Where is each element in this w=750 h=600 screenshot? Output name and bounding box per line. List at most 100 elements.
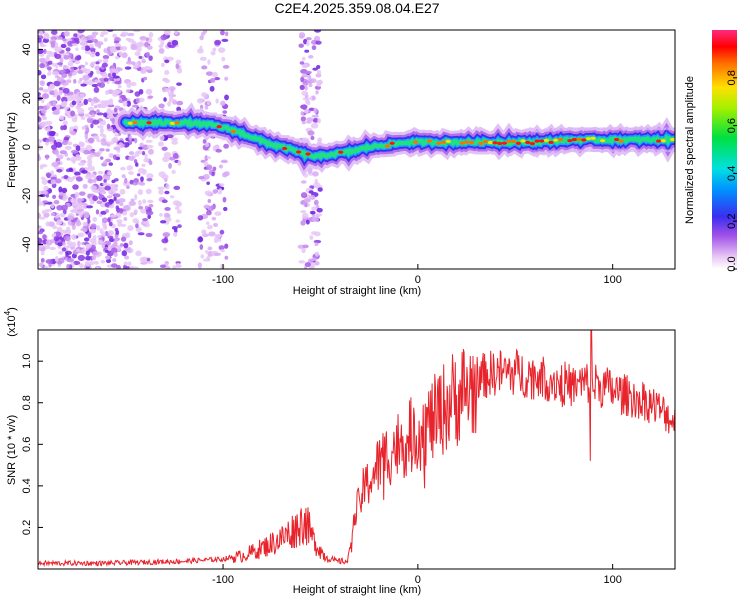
spectrogram-noise-cell <box>79 211 83 218</box>
spectrogram-noise-cell <box>101 62 108 68</box>
spectrogram-noise-cell <box>317 187 323 192</box>
spectrogram-noise-cell <box>164 190 170 195</box>
spectrogram-noise-cell <box>103 222 107 229</box>
spectrogram-noise-cell <box>143 76 148 81</box>
spectrogram-noise-cell <box>92 119 100 125</box>
spectrogram-noise-cell <box>59 69 66 73</box>
spectrogram-noise-cell <box>218 188 223 192</box>
spectrogram-noise-cell <box>311 114 320 118</box>
spectrogram-noise-cell <box>38 244 45 248</box>
spectrogram-noise-cell <box>61 140 69 146</box>
spectrogram-noise-cell <box>95 61 100 65</box>
spectrogram-x-axis: -100 0 100 <box>212 264 622 286</box>
spectrogram-noise-cell <box>209 78 216 83</box>
spectrogram-noise-cell <box>204 190 212 196</box>
spectrogram-noise-cell <box>119 208 124 214</box>
spectrogram-noise-cell <box>62 65 69 70</box>
spectrogram-noise-cell <box>316 79 323 86</box>
snr-y-axis: 0.2 0.4 0.6 0.8 1.0 <box>21 354 43 535</box>
spectrogram-noise-cell <box>163 247 168 251</box>
spectrogram-noise-cell <box>219 229 225 235</box>
spectrogram-noise-cell <box>115 205 120 210</box>
spectrogram-image <box>38 30 675 269</box>
spectrogram-noise-cell <box>88 115 93 119</box>
spectrogram-noise-cell <box>145 232 153 238</box>
spectrogram-noise-cell <box>165 183 170 190</box>
spectrogram-noise-cell <box>40 74 47 80</box>
spectrogram-noise-cell <box>87 159 93 165</box>
spectrogram-noise-cell <box>220 30 225 36</box>
spectrogram-noise-cell <box>143 220 150 225</box>
spectrogram-noise-cell <box>173 185 181 191</box>
spectrogram-noise-cell <box>304 262 311 267</box>
spectrogram-noise-cell <box>74 59 80 65</box>
spectrogram-noise-cell <box>224 243 229 249</box>
spectrogram-noise-cell <box>107 171 112 176</box>
spectrogram-noise-cell <box>71 241 77 248</box>
spectrogram-noise-cell <box>173 232 178 237</box>
spectrogram-hot-cell <box>670 137 675 142</box>
spectrogram-noise-cell <box>303 198 311 203</box>
spectrogram-noise-cell <box>38 225 42 229</box>
spectrogram-noise-cell <box>310 122 319 129</box>
spectrogram-noise-cell <box>101 73 108 79</box>
spectrogram-noise-cell <box>112 258 117 263</box>
spectrogram-noise-cell <box>38 87 44 91</box>
spectrogram-noise-cell <box>196 98 204 104</box>
spectrogram-noise-cell <box>217 191 222 195</box>
spectrogram-noise-cell <box>71 100 77 106</box>
spectrogram-noise-cell <box>112 33 118 38</box>
spectrogram-noise-cell <box>88 47 96 51</box>
spectrogram-noise-cell <box>108 204 115 209</box>
spectrogram-noise-cell <box>313 199 319 206</box>
spectrogram-noise-cell <box>93 86 100 93</box>
spectrogram-noise-cell <box>58 250 64 255</box>
spectrogram-noise-cell <box>82 221 88 227</box>
spectrogram-noise-cell <box>220 100 226 107</box>
spectrogram-noise-cell <box>104 255 111 260</box>
spectrogram-hot-cell <box>169 121 176 125</box>
spectrogram-noise-cell <box>124 177 128 184</box>
spectrogram-noise-cell <box>119 202 124 207</box>
spectrogram-noise-cell <box>128 200 136 207</box>
spectrogram-noise-cell <box>175 63 180 70</box>
spectrogram-noise-cell <box>67 72 73 77</box>
spectrogram-noise-cell <box>96 41 104 46</box>
spectrogram-hot-cell <box>127 121 133 125</box>
spectrogram-noise-cell <box>314 261 320 266</box>
spectrogram-noise-cell <box>175 201 183 207</box>
spectrogram-noise-cell <box>41 116 48 121</box>
spectrogram-noise-cell <box>75 105 81 110</box>
spectrogram-noise-cell <box>159 135 165 141</box>
spectrogram-noise-cell <box>50 176 57 180</box>
spectrogram-noise-cell <box>126 185 130 189</box>
spectrogram-noise-cell <box>71 167 77 174</box>
spectrogram-noise-cell <box>125 247 130 252</box>
spectrogram-noise-cell <box>63 106 70 110</box>
spectrogram-noise-cell <box>128 135 133 142</box>
spectrogram-noise-cell <box>312 171 319 177</box>
spectrogram-noise-cell <box>79 191 86 196</box>
spectrogram-noise-cell <box>172 265 177 269</box>
spectrogram-noise-cell <box>314 242 319 247</box>
spectrogram-noise-cell <box>106 123 111 129</box>
spectrogram-noise-cell <box>93 178 97 183</box>
spectrogram-noise-cell <box>113 196 117 201</box>
spectrogram-noise-cell <box>99 127 104 134</box>
spectrogram-noise-cell <box>130 198 135 202</box>
spectrogram-hot-cell <box>520 139 526 143</box>
spectrogram-noise-cell <box>111 119 116 125</box>
spectrogram-noise-cell <box>206 181 210 185</box>
spectrogram-noise-cell <box>133 64 140 69</box>
spectrogram-hot-cell <box>506 139 512 144</box>
spectrogram-noise-cell <box>160 62 165 68</box>
spectrogram-noise-cell <box>96 225 101 231</box>
spectrogram-noise-cell <box>164 59 170 64</box>
spectrogram-noise-cell <box>99 148 105 152</box>
spectrogram-noise-cell <box>66 176 75 182</box>
spectrogram-x-tick-label: 100 <box>603 274 621 286</box>
spectrogram-noise-cell <box>210 50 216 56</box>
spectrogram-noise-cell <box>206 210 212 216</box>
spectrogram-noise-cell <box>52 110 60 115</box>
